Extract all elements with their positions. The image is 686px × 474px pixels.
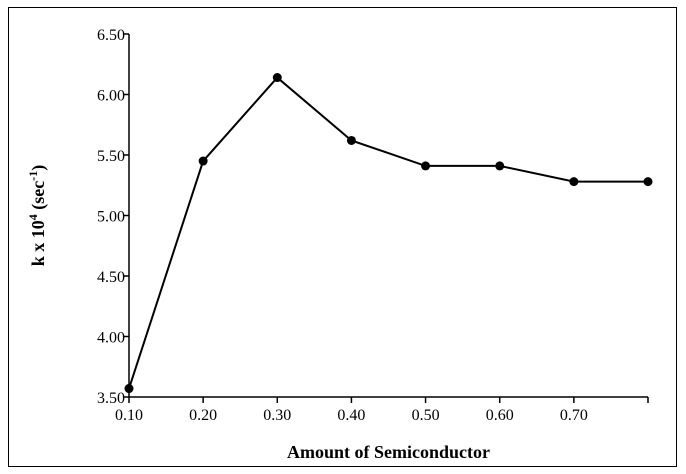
y-axis-title-exponent: 4 [26, 214, 40, 220]
y-tick-label: 6.50 [97, 27, 125, 44]
x-tick-label: 0.20 [189, 407, 217, 424]
data-point [569, 177, 579, 187]
data-point [272, 73, 282, 83]
x-tick-label: 0.50 [412, 407, 440, 424]
x-tick-label: 0.60 [486, 407, 514, 424]
data-point [421, 161, 431, 171]
x-tick-label: 0.40 [337, 407, 365, 424]
data-point [495, 161, 505, 171]
y-axis-title-prefix: k x 10 [28, 220, 48, 266]
y-tick-label: 5.00 [97, 209, 125, 226]
y-tick-label: 4.00 [97, 330, 125, 347]
chart-frame [8, 7, 677, 467]
x-axis-title: Amount of Semiconductor [287, 442, 490, 462]
data-point [643, 177, 653, 187]
y-tick-label: 6.00 [97, 88, 125, 105]
data-point [124, 384, 134, 394]
series-line [128, 76, 648, 389]
y-tick-label: 3.50 [97, 390, 125, 407]
y-axis-title-unit-open: (sec [28, 181, 49, 214]
y-axis-ticks: 3.50 4.00 4.50 5.00 5.50 6.00 6.50 [97, 27, 129, 407]
axes [128, 34, 648, 398]
y-axis-title-unit-exponent: -1 [26, 171, 40, 181]
x-tick-label: 0.10 [115, 407, 143, 424]
x-axis-ticks: 0.10 0.20 0.30 0.40 0.50 0.60 0.70 [115, 397, 649, 424]
data-point [198, 156, 208, 166]
y-axis-title-unit-close: ) [28, 165, 49, 171]
y-tick-label: 5.50 [97, 148, 125, 165]
x-tick-label: 0.30 [263, 407, 291, 424]
data-point [346, 135, 356, 145]
series-group [124, 73, 653, 394]
y-axis-title: k x 104 (sec-1) [26, 165, 49, 267]
x-tick-label: 0.70 [560, 407, 588, 424]
y-tick-label: 4.50 [97, 269, 125, 286]
